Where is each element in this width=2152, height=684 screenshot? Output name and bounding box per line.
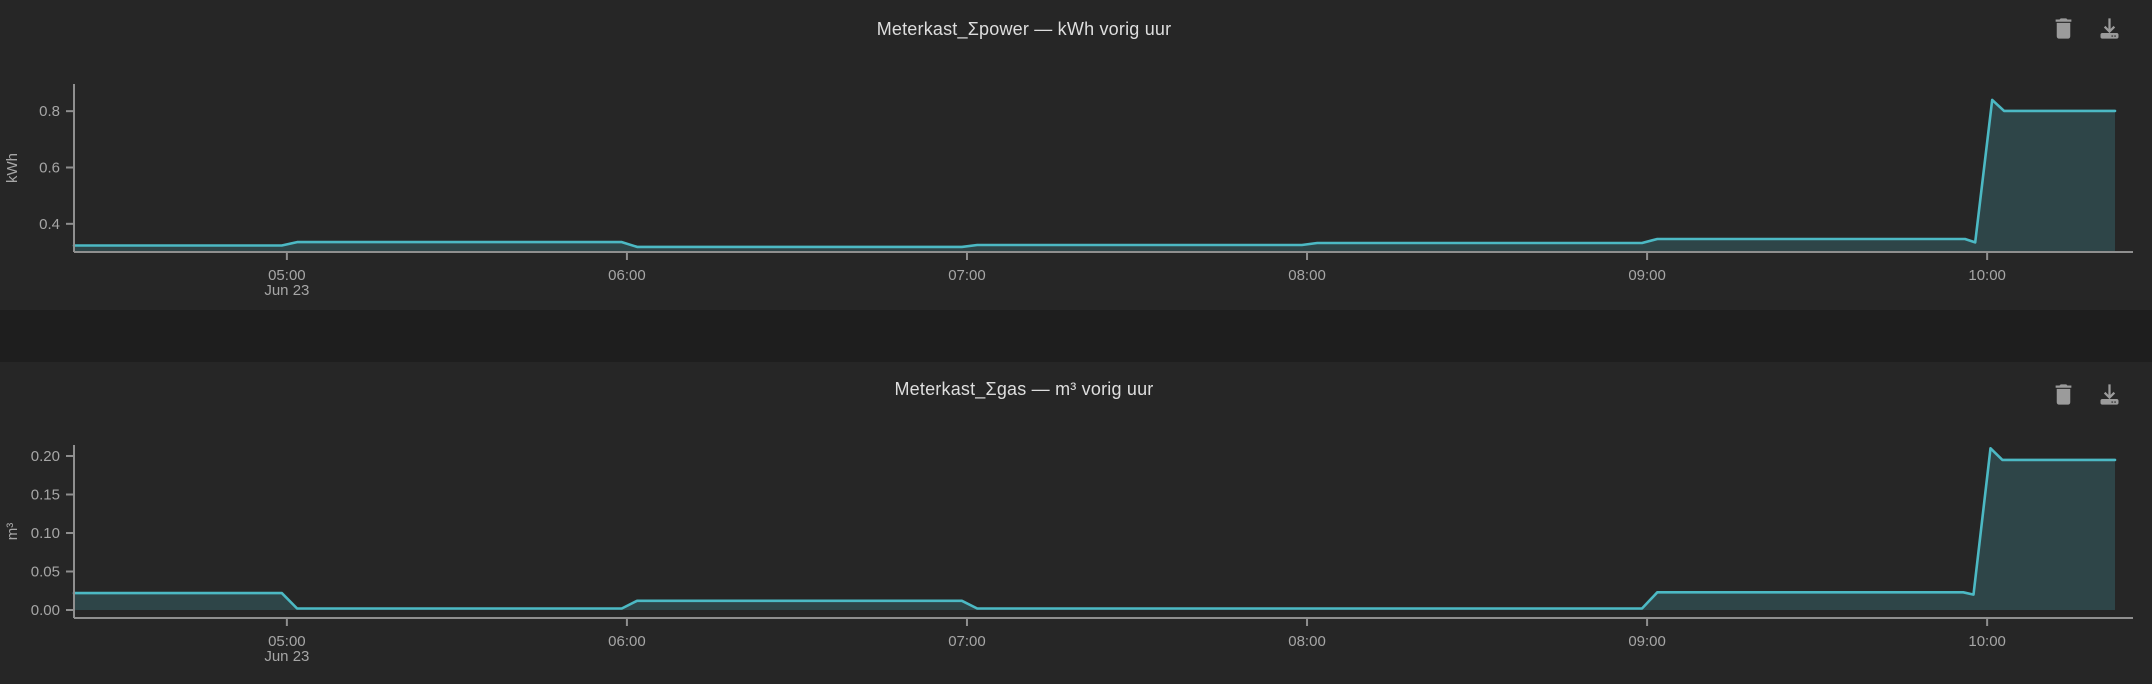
x-tick-label: 10:00 (1968, 267, 2006, 284)
trash-icon (2055, 17, 2072, 39)
download-icon (2100, 17, 2119, 39)
y-tick-label: 0.4 (39, 216, 60, 233)
trash-icon (2055, 383, 2072, 405)
panel-gas: Meterkast_Σgas — m³ vorig uur 05:00 Jun 2… (0, 362, 2152, 684)
x-tick-label: 09:00 (1628, 633, 1666, 650)
download-icon[interactable] (2096, 13, 2126, 43)
series-fill (74, 448, 2115, 610)
panel-title: Meterkast_Σpower — kWh vorig uur (876, 19, 1172, 39)
y-tick-label: 0.05 (31, 563, 60, 580)
y-tick-label: 0.6 (39, 159, 60, 176)
series-fill (74, 99, 2115, 253)
panel-title: Meterkast_Σgas — m³ vorig uur (894, 379, 1154, 399)
x-tick-label: 05:00 (268, 267, 306, 284)
download-icon[interactable] (2096, 379, 2126, 409)
y-axis-title: kWh (4, 153, 21, 183)
panel-power: Meterkast_Σpower — kWh vorig uur 05:00 Ju… (0, 0, 2152, 310)
x-tick-label: 05:00 (268, 633, 306, 650)
x-tick-sublabel: Jun 23 (264, 648, 309, 665)
x-tick-label: 08:00 (1288, 267, 1326, 284)
x-tick-label: 06:00 (608, 633, 646, 650)
y-tick-label: 0.00 (31, 602, 60, 619)
download-icon (2100, 383, 2119, 405)
x-tick-label: 06:00 (608, 267, 646, 284)
x-tick-sublabel: Jun 23 (264, 282, 309, 299)
y-tick-label: 0.10 (31, 525, 60, 542)
x-tick-label: 10:00 (1968, 633, 2006, 650)
x-tick-label: 07:00 (948, 633, 986, 650)
series-line (72, 447, 2117, 610)
x-tick-label: 07:00 (948, 267, 986, 284)
y-axis-title: m³ (4, 523, 21, 541)
y-tick-label: 0.8 (39, 103, 60, 120)
trash-icon[interactable] (2050, 379, 2080, 409)
series-line (72, 98, 2117, 249)
x-tick-label: 08:00 (1288, 633, 1326, 650)
y-tick-label: 0.15 (31, 487, 60, 504)
y-tick-label: 0.20 (31, 448, 60, 465)
trash-icon[interactable] (2050, 13, 2080, 43)
x-tick-label: 09:00 (1628, 267, 1666, 284)
